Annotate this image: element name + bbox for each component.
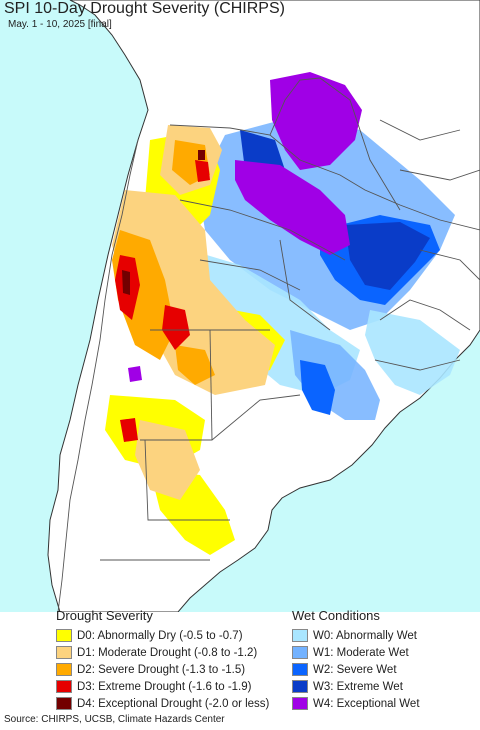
map-title: SPI 10-Day Drought Severity (CHIRPS) <box>4 0 285 17</box>
swatch-d3 <box>56 680 72 693</box>
legend-label-d4: D4: Exceptional Drought (-2.0 or less) <box>77 697 270 710</box>
legend-label-w1: W1: Moderate Wet <box>313 646 409 659</box>
legend-item-w4: W4: Exceptional Wet <box>292 695 420 712</box>
legend-label-d0: D0: Abnormally Dry (-0.5 to -0.7) <box>77 629 243 642</box>
swatch-d0 <box>56 629 72 642</box>
legend-label-w2: W2: Severe Wet <box>313 663 397 676</box>
country-borders <box>57 77 480 612</box>
legend-label-w4: W4: Exceptional Wet <box>313 697 420 710</box>
wet-legend-title: Wet Conditions <box>292 608 380 623</box>
drought-legend: Drought Severity D0: Abnormally Dry (-0.… <box>56 608 269 712</box>
wet-legend: Wet Conditions W0: Abnormally Wet W1: Mo… <box>292 608 420 712</box>
wet-w1-southeast <box>290 330 380 420</box>
swatch-d2 <box>56 663 72 676</box>
legend-label-w0: W0: Abnormally Wet <box>313 629 417 642</box>
wet-w4-spot <box>128 366 142 382</box>
swatch-w4 <box>292 697 308 710</box>
legend-item-d0: D0: Abnormally Dry (-0.5 to -0.7) <box>56 627 269 644</box>
legend-item-d2: D2: Severe Drought (-1.3 to -1.5) <box>56 661 269 678</box>
dry-d1-andes <box>112 190 275 395</box>
drought-map <box>0 0 480 612</box>
source-credit: Source: CHIRPS, UCSB, Climate Hazards Ce… <box>4 714 225 725</box>
wet-w0-east <box>365 310 460 395</box>
wet-w4-bolivia <box>270 72 362 170</box>
legend-item-d1: D1: Moderate Drought (-0.8 to -1.2) <box>56 644 269 661</box>
swatch-d4 <box>56 697 72 710</box>
legend-item-w3: W3: Extreme Wet <box>292 678 420 695</box>
legend-item-w1: W1: Moderate Wet <box>292 644 420 661</box>
swatch-w0 <box>292 629 308 642</box>
dry-d3-north <box>195 160 210 182</box>
drought-legend-title: Drought Severity <box>56 608 153 623</box>
map-subtitle: May. 1 - 10, 2025 [final] <box>8 19 112 30</box>
swatch-w1 <box>292 646 308 659</box>
swatch-w2 <box>292 663 308 676</box>
dry-d2-central <box>175 345 215 385</box>
legend-item-w2: W2: Severe Wet <box>292 661 420 678</box>
dry-d4-north <box>198 150 205 160</box>
legend-label-d2: D2: Severe Drought (-1.3 to -1.5) <box>77 663 246 676</box>
dry-d4-west <box>122 270 130 295</box>
legend-label-d1: D1: Moderate Drought (-0.8 to -1.2) <box>77 646 258 659</box>
wet-w3-east <box>345 222 430 290</box>
legend-item-w0: W0: Abnormally Wet <box>292 627 420 644</box>
legend-label-w3: W3: Extreme Wet <box>313 680 403 693</box>
wet-w2-pampas <box>300 360 335 415</box>
legend-label-d3: D3: Extreme Drought (-1.6 to -1.9) <box>77 680 252 693</box>
dry-d3-south <box>120 418 138 442</box>
legend-item-d3: D3: Extreme Drought (-1.6 to -1.9) <box>56 678 269 695</box>
dry-d3-mid <box>162 305 190 350</box>
swatch-d1 <box>56 646 72 659</box>
legend-item-d4: D4: Exceptional Drought (-2.0 or less) <box>56 695 269 712</box>
swatch-w3 <box>292 680 308 693</box>
wet-w4-chaco <box>235 160 350 255</box>
